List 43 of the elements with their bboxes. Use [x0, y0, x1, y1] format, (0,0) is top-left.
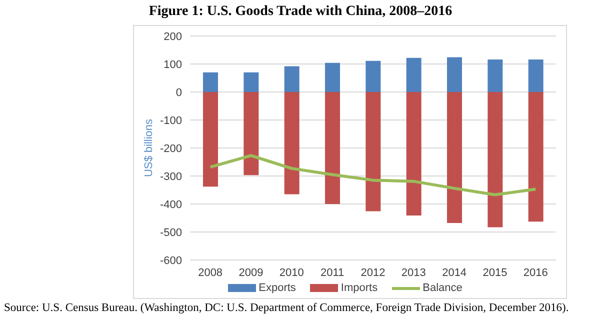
bar: [244, 72, 259, 92]
y-tick-label: -100: [160, 114, 182, 127]
bar: [203, 72, 218, 92]
bar: [528, 92, 544, 222]
chart-title: Figure 1: U.S. Goods Trade with China, 2008–2016: [148, 4, 454, 20]
x-tick-label: 2014: [442, 266, 467, 279]
legend-label: Imports: [340, 282, 378, 294]
bar: [488, 92, 503, 228]
bar: [447, 57, 462, 92]
source-note: Source: U.S. Census Bureau. (Washington, DC: U.S. Department of Commerce, Foreign Trade Division, December 2016).: [4, 302, 569, 314]
x-tick-label: 2012: [360, 266, 386, 279]
y-tick-label: 0: [176, 86, 182, 99]
y-tick-label: -400: [160, 198, 182, 211]
x-tick-label: 2016: [523, 266, 548, 279]
legend-label: Balance: [422, 282, 462, 294]
bar: [447, 92, 462, 224]
bar: [284, 66, 300, 92]
y-tick-label: 100: [164, 58, 182, 71]
line-series: [208, 154, 538, 196]
y-tick-label: -500: [160, 226, 182, 239]
bar: [284, 92, 300, 194]
y-tick-label: -600: [160, 254, 182, 267]
x-tick-label: 2011: [320, 266, 344, 279]
bar: [366, 60, 381, 92]
bar: [325, 62, 340, 92]
bar: [488, 60, 503, 92]
y-tick-label: -200: [160, 142, 182, 155]
x-tick-label: 2008: [198, 266, 223, 279]
bar: [406, 92, 422, 216]
y-tick-label: -300: [160, 170, 182, 183]
bar: [203, 92, 218, 187]
x-tick-label: 2010: [279, 266, 304, 279]
y-axis-title: US$ billions: [142, 118, 155, 178]
legend-label: Exports: [258, 282, 296, 294]
bar: [528, 60, 544, 92]
x-tick-label: 2013: [401, 266, 426, 279]
x-tick-label: 2015: [482, 266, 508, 279]
x-tick-label: 2009: [238, 266, 264, 279]
bar: [325, 92, 340, 204]
y-tick-label: 200: [164, 30, 182, 43]
bar: [406, 58, 422, 92]
bar: [244, 92, 259, 176]
bar: [366, 92, 381, 212]
